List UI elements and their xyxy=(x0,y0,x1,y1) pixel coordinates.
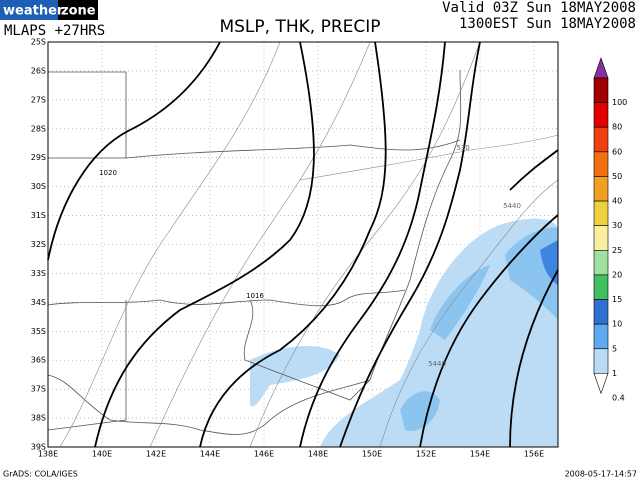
contour-label: 1016 xyxy=(246,292,264,300)
colorbar-label: 0.4 xyxy=(612,394,625,403)
precip-heavy xyxy=(540,240,558,285)
model-run: MLAPS +27HRS xyxy=(4,23,105,39)
logo-right xyxy=(58,0,98,20)
colorbar-segment xyxy=(593,274,609,300)
lon-label: 144E xyxy=(200,450,220,459)
lon-label: 138E xyxy=(38,450,58,459)
state-border xyxy=(243,299,371,401)
logo-left xyxy=(0,0,58,20)
lon-label: 142E xyxy=(146,450,166,459)
lat-label: 29S xyxy=(31,153,46,162)
lat-label: 28S xyxy=(31,124,46,133)
colorbar-label: 100 xyxy=(612,98,627,107)
colorbar-label: 1 xyxy=(612,369,617,378)
colorbar-segment xyxy=(593,176,609,202)
lat-label: 38S xyxy=(31,414,46,423)
lon-label: 146E xyxy=(254,450,274,459)
map-title: MSLP, THK, PRECIP xyxy=(219,17,380,37)
colorbar-segment xyxy=(593,299,609,325)
timestamp: 2008-05-17-14:57 xyxy=(565,470,637,479)
lat-label: 26S xyxy=(31,66,46,75)
colorbar-label: 60 xyxy=(612,147,622,156)
lat-label: 27S xyxy=(31,95,46,104)
lat-label: 32S xyxy=(31,240,46,249)
lat-label: 30S xyxy=(31,182,46,191)
colorbar-segment xyxy=(593,126,609,153)
lon-label: 148E xyxy=(308,450,328,459)
thickness-contours xyxy=(59,41,559,448)
state-border xyxy=(47,289,406,307)
valid-utc: Valid 03Z Sun 18MAY2008 xyxy=(442,0,636,16)
colorbar-label: 20 xyxy=(612,270,622,279)
coastline xyxy=(47,69,462,435)
lon-label: 152E xyxy=(416,450,436,459)
lat-label: 37S xyxy=(31,385,46,394)
axis-ticks: 25S 26S 27S 28S 29S 30S 31S 32S 33S 34S 35S 36S 37S 3… xyxy=(31,38,544,459)
precip-light xyxy=(250,345,340,407)
colorbar-arrow xyxy=(593,373,609,395)
state-border xyxy=(48,71,127,159)
lat-label: 35S xyxy=(31,327,46,336)
contour-label: 530 xyxy=(456,144,469,152)
plot-frame xyxy=(47,41,559,448)
state-border xyxy=(47,300,127,431)
valid-local: 1300EST Sun 18MAY2008 xyxy=(459,16,636,32)
lat-label: 33S xyxy=(31,269,46,278)
logo-zone: zone xyxy=(61,4,96,19)
geography xyxy=(47,69,462,435)
colorbar-segment xyxy=(593,323,609,350)
colorbar-label: 5 xyxy=(612,344,617,353)
contour-label: 1020 xyxy=(99,169,117,177)
colorbar-label: 80 xyxy=(612,123,622,132)
colorbar-label: 40 xyxy=(612,197,622,206)
colorbar-label: 50 xyxy=(612,172,622,181)
colorbar-segment xyxy=(593,102,609,128)
lat-label: 34S xyxy=(31,298,46,307)
lon-label: 140E xyxy=(92,450,112,459)
colorbar-segment xyxy=(593,77,609,103)
precip-medium xyxy=(430,265,490,340)
lat-label: 36S xyxy=(31,356,46,365)
lat-label: 25S xyxy=(31,38,46,47)
colorbar: 100 80 60 50 40 30 25 20 15 10 5 1 0.4 xyxy=(593,57,627,403)
colorbar-label: 10 xyxy=(612,320,622,329)
colorbar-segment xyxy=(593,151,609,177)
plot-area: 1020 1016 530 5440 5440 xyxy=(47,41,559,448)
colorbar-segment xyxy=(593,200,609,226)
state-border xyxy=(125,139,461,159)
colorbar-arrow xyxy=(593,57,609,79)
colorbar-segment xyxy=(593,348,609,374)
logo-weather: weather xyxy=(3,4,64,19)
pressure-contours xyxy=(47,41,559,448)
lon-label: 154E xyxy=(470,450,490,459)
credit: GrADS: COLA/IGES xyxy=(3,470,78,479)
colorbar-label: 30 xyxy=(612,221,622,230)
contour-label: 5440 xyxy=(503,202,521,210)
colorbar-label: 15 xyxy=(612,295,622,304)
colorbar-segment xyxy=(593,250,609,276)
lon-label: 156E xyxy=(524,450,544,459)
lat-label: 39S xyxy=(31,443,46,452)
colorbar-segment xyxy=(593,225,609,251)
lon-label: 150E xyxy=(362,450,382,459)
lat-label: 31S xyxy=(31,211,46,220)
contour-label: 5440 xyxy=(428,360,446,368)
colorbar-label: 25 xyxy=(612,246,622,255)
